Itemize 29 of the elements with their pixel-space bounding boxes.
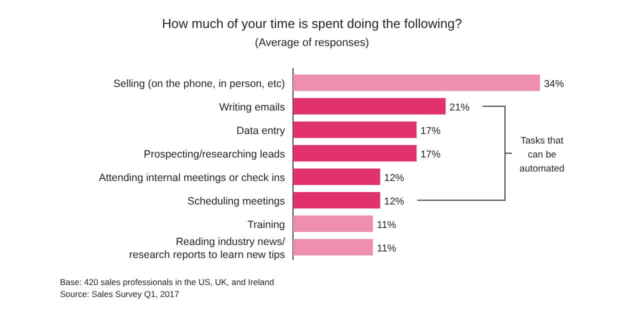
bar <box>293 168 380 185</box>
y-tick-label: Reading industry news/ research reports to learn new tips <box>129 236 286 261</box>
y-tick-label: Writing emails <box>219 101 285 114</box>
bar <box>293 145 416 162</box>
y-tick-label: Prospecting/researching leads <box>144 148 285 160</box>
source-note: Source: Sales Survey Q1, 2017 <box>60 289 180 299</box>
annotation: Tasks that can be automated <box>520 135 564 174</box>
bar <box>293 98 446 114</box>
y-tick-label: Selling (on the phone, in person, etc) <box>113 78 285 90</box>
chart-title: How much of your time is spent doing the following? <box>162 16 462 31</box>
bar <box>293 216 373 232</box>
bar <box>293 239 373 256</box>
data-label: 12% <box>384 172 404 184</box>
data-label: 34% <box>544 78 564 90</box>
bar <box>293 74 540 91</box>
data-label: 11% <box>376 220 396 231</box>
data-label: 12% <box>384 196 404 208</box>
bar <box>293 192 380 208</box>
bar <box>293 122 416 138</box>
y-tick-label: Attending internal meetings or check ins <box>98 172 285 184</box>
data-label: 21% <box>450 102 470 114</box>
y-tick-label: Training <box>247 218 286 231</box>
chart-subtitle: (Average of responses) <box>254 37 370 49</box>
text: Base: 420 sales professionals in the US, UK, and Ireland <box>60 277 274 287</box>
data-label: 17% <box>420 126 441 137</box>
data-label: 17% <box>420 149 441 160</box>
y-tick-label: Scheduling meetings <box>188 195 285 208</box>
y-tick-label: Data entry <box>236 124 286 137</box>
data-label: 11% <box>376 243 396 254</box>
